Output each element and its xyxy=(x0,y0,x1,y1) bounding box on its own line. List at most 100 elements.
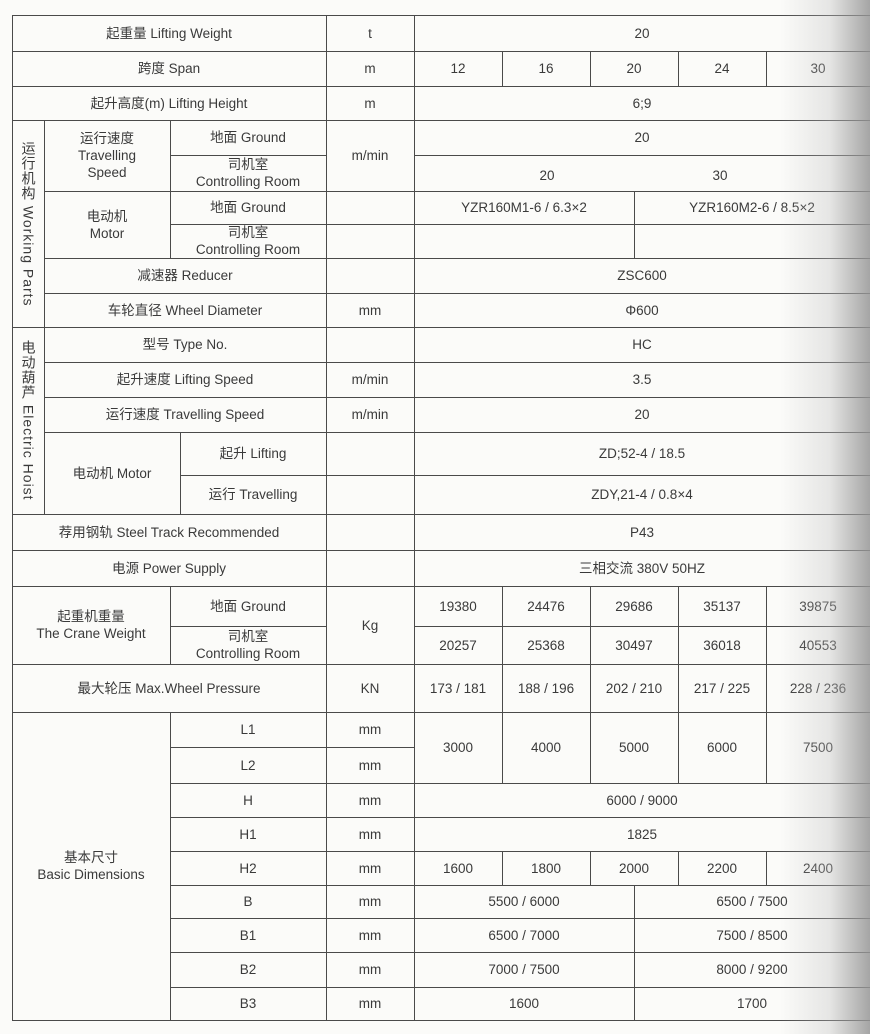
dimension-l-value: 6000 xyxy=(677,711,767,784)
dimension-h2-unit: mm xyxy=(325,850,415,886)
dimension-l-value: 7500 xyxy=(765,711,870,784)
travelling-ctrl-value: 30 xyxy=(712,167,728,183)
hoist-motor-lifting-unit xyxy=(325,431,415,476)
wheel-diameter-unit: mm xyxy=(325,292,415,328)
hoist-motor-travelling-value: ZDY,21-4 / 0.8×4 xyxy=(413,474,870,515)
span-value: 16 xyxy=(501,50,591,87)
dimension-b2-value: 7000 / 7500 xyxy=(413,951,635,988)
dimension-h1-value: 1825 xyxy=(413,816,870,852)
dimension-l-value: 5000 xyxy=(589,711,679,784)
crane-weight-ground-value: 35137 xyxy=(677,585,767,627)
span-label: 跨度 Span xyxy=(11,50,327,87)
lifting-height-unit: m xyxy=(325,85,415,121)
type-no-unit xyxy=(325,326,415,363)
dimension-l-value: 3000 xyxy=(413,711,503,784)
hoist-travelling-speed-unit: m/min xyxy=(325,396,415,433)
dimension-b1-value: 7500 / 8500 xyxy=(633,917,870,953)
crane-weight-ctrl-value: 20257 xyxy=(413,625,503,665)
crane-weight-label: 起重机重量 The Crane Weight xyxy=(11,585,171,665)
dimension-h1-unit: mm xyxy=(325,816,415,852)
motor-ctrl-value xyxy=(633,223,870,259)
lifting-weight-label: 起重量 Lifting Weight xyxy=(11,14,327,52)
dimension-b-unit: mm xyxy=(325,884,415,919)
wheel-pressure-value: 188 / 196 xyxy=(501,663,591,713)
crane-weight-ground-label: 地面 Ground xyxy=(169,585,327,627)
basic-dimensions-label: 基本尺寸 Basic Dimensions xyxy=(11,711,171,1021)
dimension-l-value: 4000 xyxy=(501,711,591,784)
reducer-label: 减速器 Reducer xyxy=(43,257,327,294)
dimension-l1-label: L1 xyxy=(169,711,327,748)
dimension-l2-label: L2 xyxy=(169,746,327,784)
hoist-travelling-speed-value: 20 xyxy=(413,396,870,433)
wheel-pressure-value: 228 / 236 xyxy=(765,663,870,713)
steel-track-unit xyxy=(325,513,415,551)
dimension-h2-label: H2 xyxy=(169,850,327,886)
type-no-value: HC xyxy=(413,326,870,363)
travelling-speed-unit: m/min xyxy=(325,119,415,192)
span-value: 12 xyxy=(413,50,503,87)
travelling-ground-label: 地面 Ground xyxy=(169,119,327,156)
lifting-height-value: 6;9 xyxy=(413,85,870,121)
power-supply-label: 电源 Power Supply xyxy=(11,549,327,587)
lifting-weight-unit: t xyxy=(325,14,415,52)
crane-weight-unit: Kg xyxy=(325,585,415,665)
lifting-height-label: 起升高度(m) Lifting Height xyxy=(11,85,327,121)
dimension-b1-value: 6500 / 7000 xyxy=(413,917,635,953)
wheel-diameter-label: 车轮直径 Wheel Diameter xyxy=(43,292,327,328)
crane-weight-ctrl-value: 30497 xyxy=(589,625,679,665)
crane-weight-ctrl-label: 司机室 Controlling Room xyxy=(169,625,327,665)
dimension-h-label: H xyxy=(169,782,327,818)
lifting-speed-label: 起升速度 Lifting Speed xyxy=(43,361,327,398)
crane-weight-ctrl-value: 36018 xyxy=(677,625,767,665)
dimension-l2-unit: mm xyxy=(325,746,415,784)
steel-track-value: P43 xyxy=(413,513,870,551)
dimension-b-label: B xyxy=(169,884,327,919)
dimension-h2-value: 1800 xyxy=(501,850,591,886)
dimension-l1-unit: mm xyxy=(325,711,415,748)
span-unit: m xyxy=(325,50,415,87)
lifting-speed-unit: m/min xyxy=(325,361,415,398)
span-value: 24 xyxy=(677,50,767,87)
power-supply-unit xyxy=(325,549,415,587)
motor-ctrl-label: 司机室 Controlling Room xyxy=(169,223,327,259)
dimension-b1-unit: mm xyxy=(325,917,415,953)
dimension-b3-unit: mm xyxy=(325,986,415,1021)
dimension-b3-value: 1600 xyxy=(413,986,635,1021)
lifting-speed-value: 3.5 xyxy=(413,361,870,398)
dimension-h2-value: 2200 xyxy=(677,850,767,886)
type-no-label: 型号 Type No. xyxy=(43,326,327,363)
electric-hoist-group-label: 电动葫芦 Electric Hoist xyxy=(11,326,45,515)
dimension-b1-label: B1 xyxy=(169,917,327,953)
reducer-value: ZSC600 xyxy=(413,257,870,294)
dimension-b-value: 5500 / 6000 xyxy=(413,884,635,919)
span-value: 30 xyxy=(765,50,870,87)
hoist-motor-travelling-label: 运行 Travelling xyxy=(179,474,327,515)
travelling-ctrl-value: 20 xyxy=(539,167,555,183)
wheel-pressure-label: 最大轮压 Max.Wheel Pressure xyxy=(11,663,327,713)
travelling-ctrl-label: 司机室 Controlling Room xyxy=(169,154,327,192)
dimension-b2-value: 8000 / 9200 xyxy=(633,951,870,988)
reducer-unit xyxy=(325,257,415,294)
motor-ground-label: 地面 Ground xyxy=(169,190,327,225)
dimension-b3-value: 1700 xyxy=(633,986,870,1021)
hoist-motor-label: 电动机 Motor xyxy=(43,431,181,515)
steel-track-label: 荐用钢轨 Steel Track Recommended xyxy=(11,513,327,551)
crane-weight-ground-value: 19380 xyxy=(413,585,503,627)
span-value: 20 xyxy=(589,50,679,87)
motor-ground-value: YZR160M2-6 / 8.5×2 xyxy=(633,190,870,225)
hoist-motor-travelling-unit xyxy=(325,474,415,515)
crane-weight-ground-value: 39875 xyxy=(765,585,870,627)
motor-ctrl-value xyxy=(413,223,635,259)
dimension-h2-value: 2400 xyxy=(765,850,870,886)
dimension-h2-value: 2000 xyxy=(589,850,679,886)
dimension-b2-label: B2 xyxy=(169,951,327,988)
dimension-h-value: 6000 / 9000 xyxy=(413,782,870,818)
dimension-b-value: 6500 / 7500 xyxy=(633,884,870,919)
dimension-b3-label: B3 xyxy=(169,986,327,1021)
motor-ground-unit xyxy=(325,190,415,225)
motor-ground-value: YZR160M1-6 / 6.3×2 xyxy=(413,190,635,225)
dimension-h2-value: 1600 xyxy=(413,850,503,886)
working-parts-group-label: 运行机构 Working Parts xyxy=(11,119,45,328)
wheel-pressure-value: 173 / 181 xyxy=(413,663,503,713)
